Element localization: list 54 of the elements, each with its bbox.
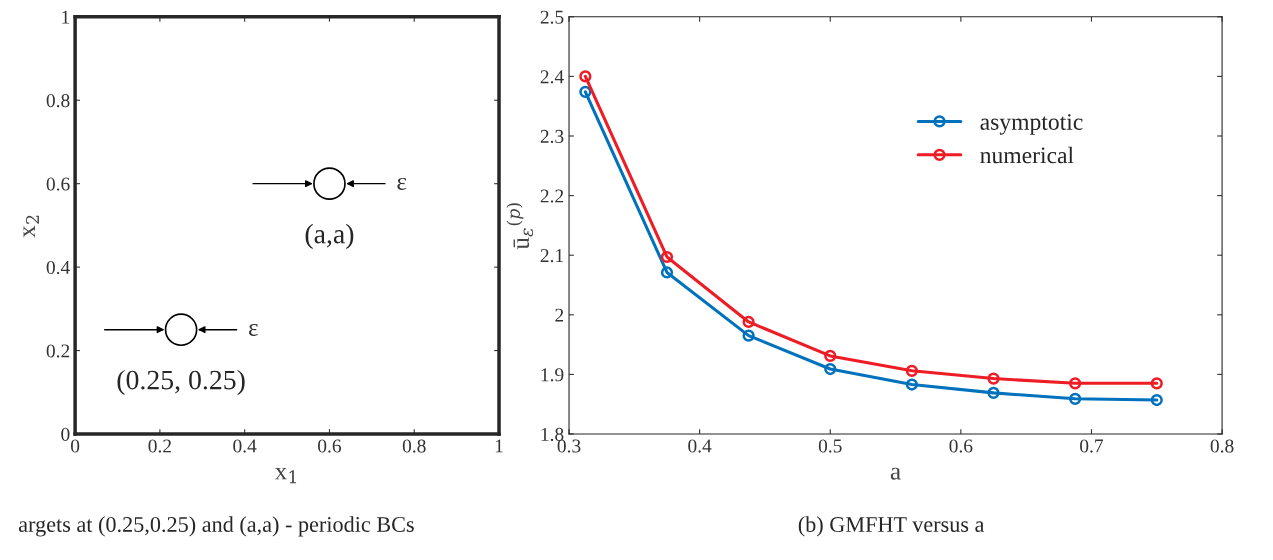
point xyxy=(905,364,918,377)
point xyxy=(660,266,674,279)
point xyxy=(660,250,674,264)
y-axis-title: x$_{2}$ xyxy=(23,215,39,238)
y-tick-label: 2.5 xyxy=(540,10,564,24)
y-tick-label: 2.3 xyxy=(540,129,564,144)
y-tick-label: 1.8 xyxy=(541,427,564,442)
x-tick-label: 0.2 xyxy=(148,439,171,453)
x-axis-title: x$_{1}$ xyxy=(274,467,297,484)
point xyxy=(1150,393,1163,407)
x-tick-label: 0.5 xyxy=(818,439,842,453)
annotation: ε xyxy=(249,323,258,336)
x-tick-label: 0.6 xyxy=(318,439,342,453)
point xyxy=(579,85,592,99)
point xyxy=(1069,377,1082,390)
y-tick-label: 2.4 xyxy=(540,70,564,84)
y-axis-title: ū$_{ε}$$^{(p)}$ xyxy=(506,203,534,250)
y-tick-label: 0 xyxy=(61,427,70,441)
y-tick-label: 2 xyxy=(555,308,564,322)
x-tick-label: 0.4 xyxy=(688,439,712,453)
point xyxy=(1069,392,1082,405)
y-tick-label: 0.4 xyxy=(46,260,70,275)
legend-label: asymptotic xyxy=(980,114,1083,135)
x-tick-label: 0 xyxy=(70,439,80,453)
y-tick-label: 0.6 xyxy=(46,177,70,191)
y-tick-label: 1 xyxy=(62,10,70,24)
x-tick-label: 0.7 xyxy=(1080,439,1104,453)
y-tick-label: 2.1 xyxy=(540,249,563,263)
x-tick-label: 0.8 xyxy=(1210,439,1234,453)
x-tick-label: 0.4 xyxy=(233,439,257,453)
text: argets at (0.25,0.25) and (a,a) - periodic BCs xyxy=(18,516,414,537)
y-tick-label: 0.8 xyxy=(46,94,70,108)
x-axis-title: a xyxy=(890,467,901,480)
point xyxy=(824,349,837,363)
x-tick-label: 0.6 xyxy=(949,439,973,453)
text: (b) GMFHT versus a xyxy=(798,516,985,537)
y-tick-label: 0.2 xyxy=(46,344,70,358)
point xyxy=(742,329,755,342)
x-tick-label: 1 xyxy=(495,439,503,453)
point xyxy=(987,372,1000,385)
x-tick-label: 0.3 xyxy=(557,439,581,453)
legend-label: numerical xyxy=(980,146,1074,164)
point xyxy=(579,70,592,83)
point xyxy=(742,315,755,329)
point xyxy=(824,362,837,376)
annotation: (0.25, 0.25) xyxy=(117,369,245,396)
point xyxy=(987,386,1000,399)
x-tick-label: 0.8 xyxy=(402,439,426,453)
annotation: (a,a) xyxy=(305,223,354,250)
y-tick-label: 1.9 xyxy=(541,368,564,382)
point xyxy=(1150,377,1163,390)
point xyxy=(905,378,918,391)
y-tick-label: 2.2 xyxy=(540,189,564,203)
annotation: ε xyxy=(397,177,407,190)
